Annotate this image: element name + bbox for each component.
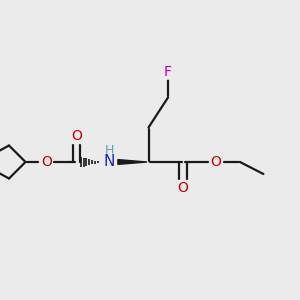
- Polygon shape: [118, 160, 147, 164]
- Text: F: F: [164, 65, 172, 79]
- Text: N: N: [104, 154, 115, 169]
- Text: H: H: [105, 143, 114, 157]
- Text: O: O: [211, 155, 221, 169]
- Text: O: O: [178, 181, 188, 194]
- Text: O: O: [71, 130, 82, 143]
- Text: O: O: [41, 155, 52, 169]
